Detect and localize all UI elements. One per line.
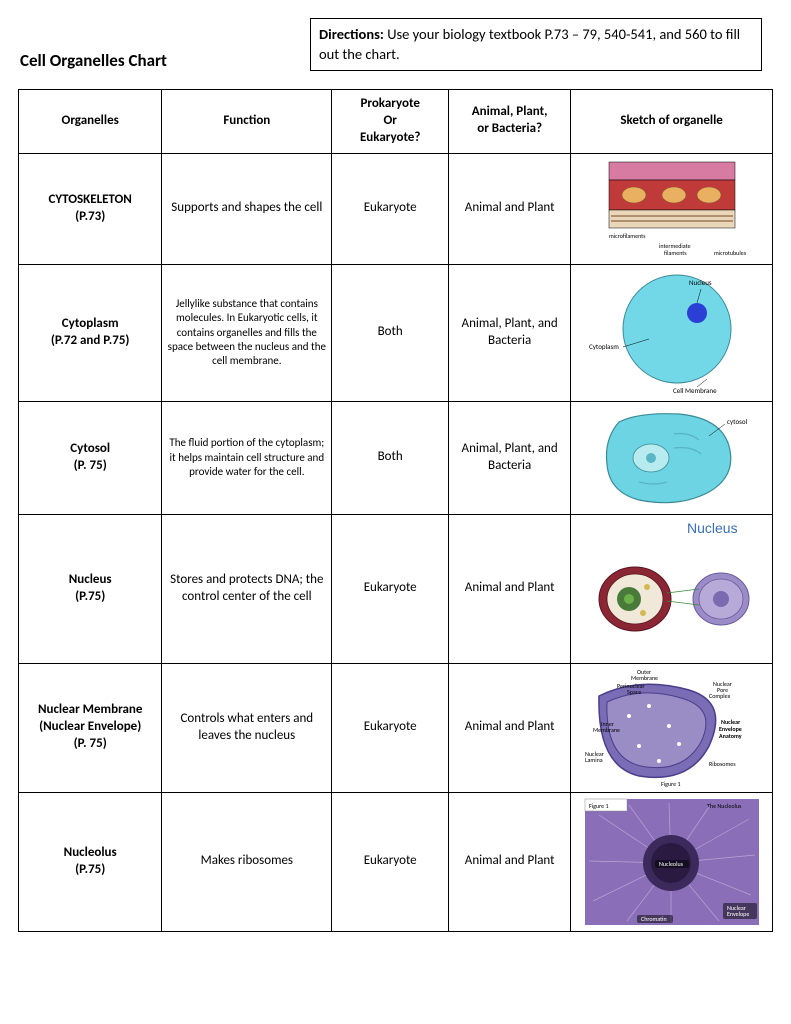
svg-text:The Nucleolus: The Nucleolus [707,802,742,810]
type-cell: Both [332,401,449,514]
table-row: Cytosol (P. 75) The fluid portion of the c… [19,401,773,514]
sketch-cell: microfilaments intermediate filaments mi… [571,153,773,264]
function-cell: Makes ribosomes [162,792,332,931]
table-row: Nucleus (P.75) Stores and protects DNA; th… [19,514,773,663]
organelle-page: (P.75) [75,589,105,604]
col-found: Animal, Plant, or Bacteria? [449,90,571,154]
organelle-cell: CYTOSKELETON (P.73) [19,153,162,264]
function-cell: The fluid portion of the cytoplasm; it h… [162,401,332,514]
organelle-cell: Cytosol (P. 75) [19,401,162,514]
col-type: Prokaryote Or Eukaryote? [332,90,449,154]
svg-text:Space: Space [627,688,641,696]
svg-text:Envelope: Envelope [727,910,749,918]
table-row: Nuclear Membrane (Nuclear Envelope) (P. 7… [19,663,773,792]
svg-text:Cell Membrane: Cell Membrane [673,386,717,395]
organelle-page: (P.73) [75,209,105,224]
svg-text:Lamina: Lamina [585,756,603,764]
svg-text:Nucleus: Nucleus [687,520,738,536]
svg-text:Anatomy: Anatomy [719,732,742,740]
organelle-name: CYTOSKELETON [48,192,131,207]
svg-text:Nucleolus: Nucleolus [659,860,684,868]
type-cell: Eukaryote [332,514,449,663]
organelle-name: Nuclear Membrane (Nuclear Envelope) [38,702,142,734]
page-title: Cell Organelles Chart [18,50,167,71]
organelle-cell: Nuclear Membrane (Nuclear Envelope) (P. 7… [19,663,162,792]
found-cell: Animal and Plant [449,792,571,931]
svg-text:Nucleus: Nucleus [689,278,712,287]
organelle-cell: Nucleus (P.75) [19,514,162,663]
type-cell: Eukaryote [332,663,449,792]
organelle-cell: Cytoplasm (P.72 and P.75) [19,264,162,401]
found-cell: Animal, Plant, and Bacteria [449,401,571,514]
organelle-name: Nucleus [69,572,112,587]
found-cell: Animal and Plant [449,514,571,663]
sketch-cell: Figure 1 The Nucleolus Nucleolus Chromat… [571,792,773,931]
organelles-table: Organelles Function Prokaryote Or Eukary… [18,89,773,932]
function-cell: Supports and shapes the cell [162,153,332,264]
svg-text:Ribosomes: Ribosomes [709,760,736,768]
organelle-page: (P.75) [75,862,105,877]
function-cell: Stores and protects DNA; the control cen… [162,514,332,663]
svg-text:filaments: filaments [664,249,687,257]
organelle-page: (P.72 and P.75) [51,333,130,348]
organelle-page: (P. 75) [74,458,107,473]
svg-text:microfilaments: microfilaments [609,232,646,240]
found-cell: Animal and Plant [449,663,571,792]
svg-text:Figure 1: Figure 1 [661,780,681,788]
header-row: Organelles Function Prokaryote Or Eukary… [19,90,773,154]
sketch-cell: Nucleus Cytoplasm Cell Membrane [571,264,773,401]
table-row: Nucleolus (P.75) Makes ribosomesEukaryoteA… [19,792,773,931]
found-cell: Animal and Plant [449,153,571,264]
type-cell: Eukaryote [332,792,449,931]
organelle-page: (P. 75) [74,736,107,751]
svg-text:Membrane: Membrane [631,674,658,682]
svg-text:Figure 1: Figure 1 [589,802,609,810]
organelle-cell: Nucleolus (P.75) [19,792,162,931]
table-row: CYTOSKELETON (P.73) Supports and shapes th… [19,153,773,264]
col-organelles: Organelles [19,90,162,154]
svg-text:cytosol: cytosol [727,417,748,426]
organelle-name: Nucleolus [64,845,117,860]
sketch-cell: Nucleus [571,514,773,663]
function-cell: Controls what enters and leaves the nucl… [162,663,332,792]
svg-text:Cytoplasm: Cytoplasm [589,342,619,351]
sketch-cell: cytosol [571,401,773,514]
svg-text:Complex: Complex [709,692,731,700]
sketch-cell: OuterMembrane PerinuclearSpace InnerMemb… [571,663,773,792]
organelle-name: Cytosol [70,441,110,456]
type-cell: Both [332,264,449,401]
svg-text:Chromatin: Chromatin [641,915,667,923]
directions-box: Directions: Use your biology textbook P.… [310,18,762,71]
table-row: Cytoplasm (P.72 and P.75) Jellylike substa… [19,264,773,401]
col-function: Function [162,90,332,154]
type-cell: Eukaryote [332,153,449,264]
organelle-name: Cytoplasm [62,316,119,331]
found-cell: Animal, Plant, and Bacteria [449,264,571,401]
col-sketch: Sketch of organelle [571,90,773,154]
svg-text:microtubules: microtubules [714,249,747,257]
function-cell: Jellylike substance that contains molecu… [162,264,332,401]
directions-label: Directions: [319,25,384,43]
svg-text:Membrane: Membrane [593,726,620,734]
